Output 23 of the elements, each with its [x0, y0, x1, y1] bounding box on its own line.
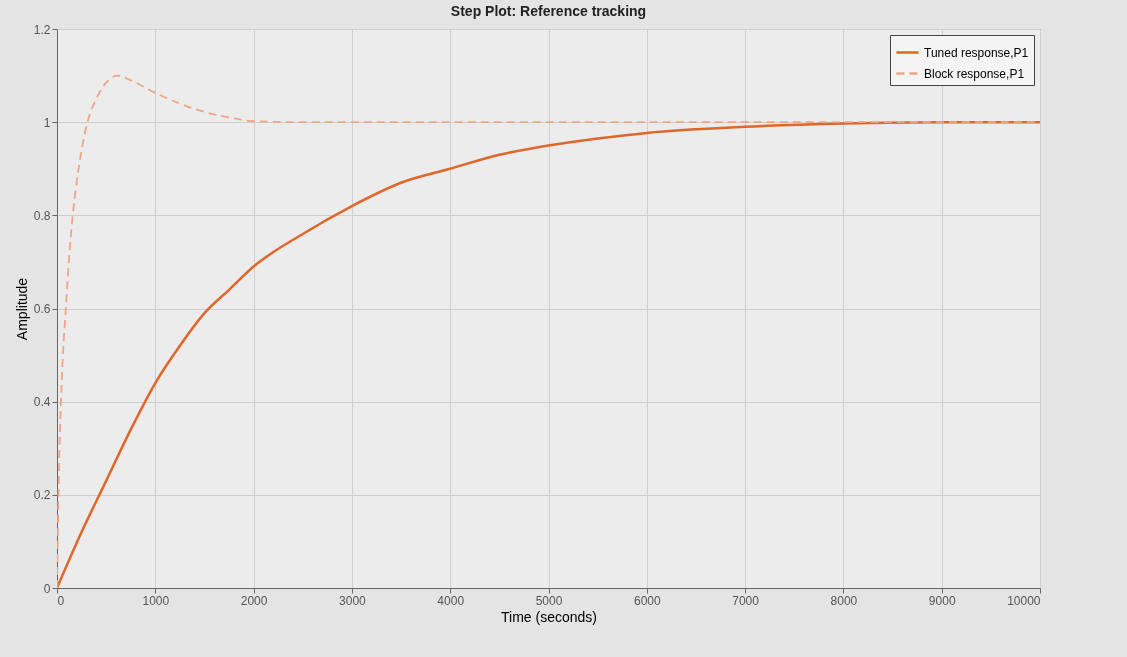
x-tick-label: 7000	[732, 593, 760, 608]
legend-label: Tuned response,P1	[924, 45, 1029, 60]
x-axis-title: Time (seconds)	[501, 608, 597, 625]
y-tick-label: 0.6	[33, 302, 51, 316]
x-tick-label: 0	[57, 593, 65, 608]
x-tick-label: 3000	[339, 593, 367, 608]
y-tick-label: 0.4	[33, 395, 51, 410]
y-axis-title: Amplitude	[13, 277, 30, 341]
y-tick-label: 1.2	[33, 22, 51, 37]
y-tick-label: 0.8	[33, 208, 51, 223]
x-tick-label: 8000	[830, 593, 858, 608]
x-tick-label: 1000	[142, 593, 170, 608]
x-tick-label: 9000	[928, 593, 956, 608]
y-tick-label: 0	[43, 581, 51, 596]
x-tick-label: 4000	[437, 593, 465, 608]
chart-title: Step Plot: Reference tracking	[450, 3, 647, 19]
x-tick-label: 5000	[535, 593, 563, 608]
x-tick-label: 10000	[1007, 593, 1041, 608]
x-tick-label: 2000	[240, 593, 268, 608]
y-tick-label: 1	[43, 115, 51, 130]
x-tick-label: 6000	[633, 593, 661, 608]
legend-label: Block response,P1	[924, 66, 1025, 81]
y-tick-label: 0.2	[33, 488, 51, 503]
